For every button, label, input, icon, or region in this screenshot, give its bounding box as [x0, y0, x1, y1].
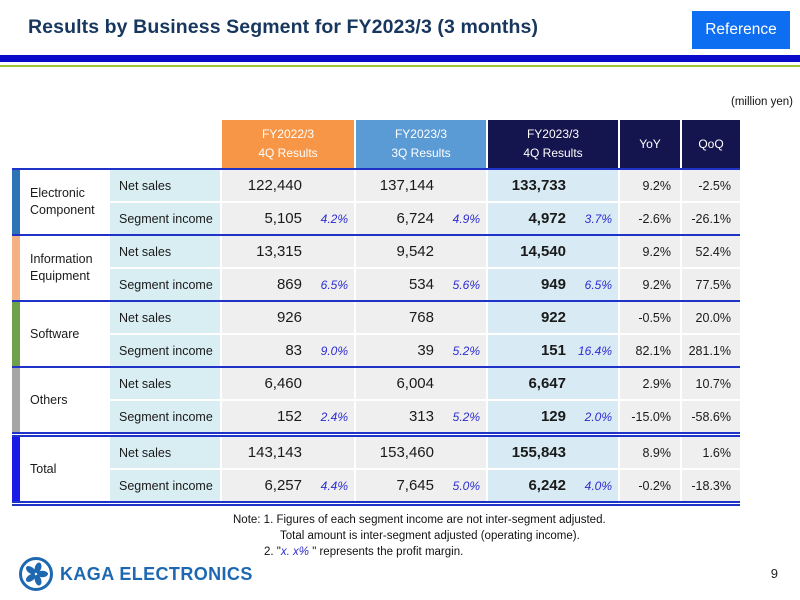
- segment-group-software: Software Net sales 926 768 922 -0.5% 20.…: [12, 300, 740, 366]
- cell-net-sales-fy2023-3q: 153,460: [356, 437, 486, 468]
- segment-name: Total: [22, 437, 108, 501]
- row-label-segment-income: Segment income: [110, 401, 220, 432]
- cell-net-sales-qoq: -2.5%: [682, 170, 740, 201]
- cell-segment-income-yoy: 9.2%: [620, 269, 680, 300]
- cell-segment-income-fy2022-4q: 5,105 4.2%: [222, 203, 354, 234]
- segment-name: Electronic Component: [22, 170, 108, 234]
- note-line-3: 2. "x. x% " represents the profit margin…: [264, 546, 464, 559]
- header-blank-cell: [12, 120, 220, 168]
- cell-segment-income-fy2023-3q: 313 5.2%: [356, 401, 486, 432]
- cell-net-sales-fy2022-4q: 13,315: [222, 236, 354, 267]
- cell-net-sales-fy2022-4q: 122,440: [222, 170, 354, 201]
- col-header-yoy: YoY: [620, 120, 680, 168]
- cell-segment-income-fy2023-3q: 7,645 5.0%: [356, 470, 486, 501]
- row-label-net-sales: Net sales: [110, 302, 220, 333]
- table-header-row: FY2022/3 4Q Results FY2023/3 3Q Results …: [12, 120, 740, 168]
- cell-net-sales-fy2022-4q: 926: [222, 302, 354, 333]
- cell-net-sales-fy2022-4q: 6,460: [222, 368, 354, 399]
- cell-segment-income-fy2023-3q: 534 5.6%: [356, 269, 486, 300]
- cell-net-sales-qoq: 20.0%: [682, 302, 740, 333]
- segment-color-bar: [12, 170, 20, 234]
- kaga-pinwheel-icon: [19, 557, 53, 591]
- cell-segment-income-fy2023-3q: 6,724 4.9%: [356, 203, 486, 234]
- cell-net-sales-fy2023-3q: 9,542: [356, 236, 486, 267]
- row-label-net-sales: Net sales: [110, 437, 220, 468]
- cell-segment-income-fy2022-4q: 869 6.5%: [222, 269, 354, 300]
- cell-segment-income-qoq: 281.1%: [682, 335, 740, 366]
- segment-color-bar: [12, 437, 20, 501]
- row-label-segment-income: Segment income: [110, 269, 220, 300]
- cell-segment-income-fy2023-4q: 151 16.4%: [488, 335, 618, 366]
- page-number: 9: [770, 566, 778, 581]
- cell-segment-income-yoy: -2.6%: [620, 203, 680, 234]
- cell-net-sales-fy2023-4q: 922: [488, 302, 618, 333]
- cell-net-sales-yoy: 9.2%: [620, 170, 680, 201]
- company-logo-text: KAGA ELECTRONICS: [60, 563, 253, 584]
- cell-net-sales-fy2023-4q: 6,647: [488, 368, 618, 399]
- cell-segment-income-yoy: -15.0%: [620, 401, 680, 432]
- page-title: Results by Business Segment for FY2023/3…: [28, 16, 539, 38]
- cell-net-sales-yoy: -0.5%: [620, 302, 680, 333]
- row-label-segment-income: Segment income: [110, 203, 220, 234]
- cell-segment-income-fy2022-4q: 6,257 4.4%: [222, 470, 354, 501]
- cell-net-sales-fy2022-4q: 143,143: [222, 437, 354, 468]
- cell-segment-income-fy2023-4q: 129 2.0%: [488, 401, 618, 432]
- cell-net-sales-qoq: 52.4%: [682, 236, 740, 267]
- unit-label: (million yen): [731, 96, 793, 108]
- cell-net-sales-fy2023-4q: 155,843: [488, 437, 618, 468]
- col-header-fy2023-3q: FY2023/3 3Q Results: [356, 120, 486, 168]
- footnotes: Note: 1. Figures of each segment income …: [233, 512, 606, 560]
- row-label-net-sales: Net sales: [110, 236, 220, 267]
- row-label-segment-income: Segment income: [110, 335, 220, 366]
- cell-net-sales-fy2023-4q: 14,540: [488, 236, 618, 267]
- cell-segment-income-qoq: -18.3%: [682, 470, 740, 501]
- cell-segment-income-qoq: -26.1%: [682, 203, 740, 234]
- segment-results-table: FY2022/3 4Q Results FY2023/3 3Q Results …: [12, 120, 740, 506]
- title-underline-bar: [0, 55, 800, 62]
- cell-net-sales-fy2023-3q: 768: [356, 302, 486, 333]
- cell-segment-income-fy2023-4q: 4,972 3.7%: [488, 203, 618, 234]
- segment-group-total: Total Net sales 143,143 153,460 155,843 …: [12, 432, 740, 506]
- cell-segment-income-yoy: -0.2%: [620, 470, 680, 501]
- cell-segment-income-qoq: 77.5%: [682, 269, 740, 300]
- title-underline-accent: [0, 65, 800, 67]
- note-line-2: Total amount is inter-segment adjusted (…: [280, 530, 580, 543]
- col-header-fy2022-4q: FY2022/3 4Q Results: [222, 120, 354, 168]
- segment-group-information-equipment: Information Equipment Net sales 13,315 9…: [12, 234, 740, 300]
- row-label-net-sales: Net sales: [110, 368, 220, 399]
- cell-net-sales-yoy: 8.9%: [620, 437, 680, 468]
- cell-segment-income-fy2022-4q: 152 2.4%: [222, 401, 354, 432]
- cell-segment-income-fy2023-3q: 39 5.2%: [356, 335, 486, 366]
- cell-net-sales-yoy: 9.2%: [620, 236, 680, 267]
- cell-net-sales-fy2023-3q: 6,004: [356, 368, 486, 399]
- segment-color-bar: [12, 236, 20, 300]
- col-header-fy2023-4q: FY2023/3 4Q Results: [488, 120, 618, 168]
- company-logo: KAGA ELECTRONICS: [18, 556, 253, 592]
- cell-segment-income-yoy: 82.1%: [620, 335, 680, 366]
- segment-color-bar: [12, 368, 20, 432]
- segment-name: Software: [22, 302, 108, 366]
- cell-segment-income-fy2022-4q: 83 9.0%: [222, 335, 354, 366]
- segment-color-bar: [12, 302, 20, 366]
- segment-group-others: Others Net sales 6,460 6,004 6,647 2.9% …: [12, 366, 740, 432]
- note-line-1: Note: 1. Figures of each segment income …: [233, 514, 606, 526]
- segment-name: Information Equipment: [22, 236, 108, 300]
- cell-net-sales-yoy: 2.9%: [620, 368, 680, 399]
- reference-button[interactable]: Reference: [692, 11, 790, 49]
- cell-segment-income-qoq: -58.6%: [682, 401, 740, 432]
- row-label-segment-income: Segment income: [110, 470, 220, 501]
- cell-net-sales-qoq: 10.7%: [682, 368, 740, 399]
- cell-net-sales-fy2023-3q: 137,144: [356, 170, 486, 201]
- cell-segment-income-fy2023-4q: 6,242 4.0%: [488, 470, 618, 501]
- cell-segment-income-fy2023-4q: 949 6.5%: [488, 269, 618, 300]
- row-label-net-sales: Net sales: [110, 170, 220, 201]
- cell-net-sales-qoq: 1.6%: [682, 437, 740, 468]
- cell-net-sales-fy2023-4q: 133,733: [488, 170, 618, 201]
- col-header-qoq: QoQ: [682, 120, 740, 168]
- segment-group-electronic-component: Electronic Component Net sales 122,440 1…: [12, 168, 740, 234]
- segment-name: Others: [22, 368, 108, 432]
